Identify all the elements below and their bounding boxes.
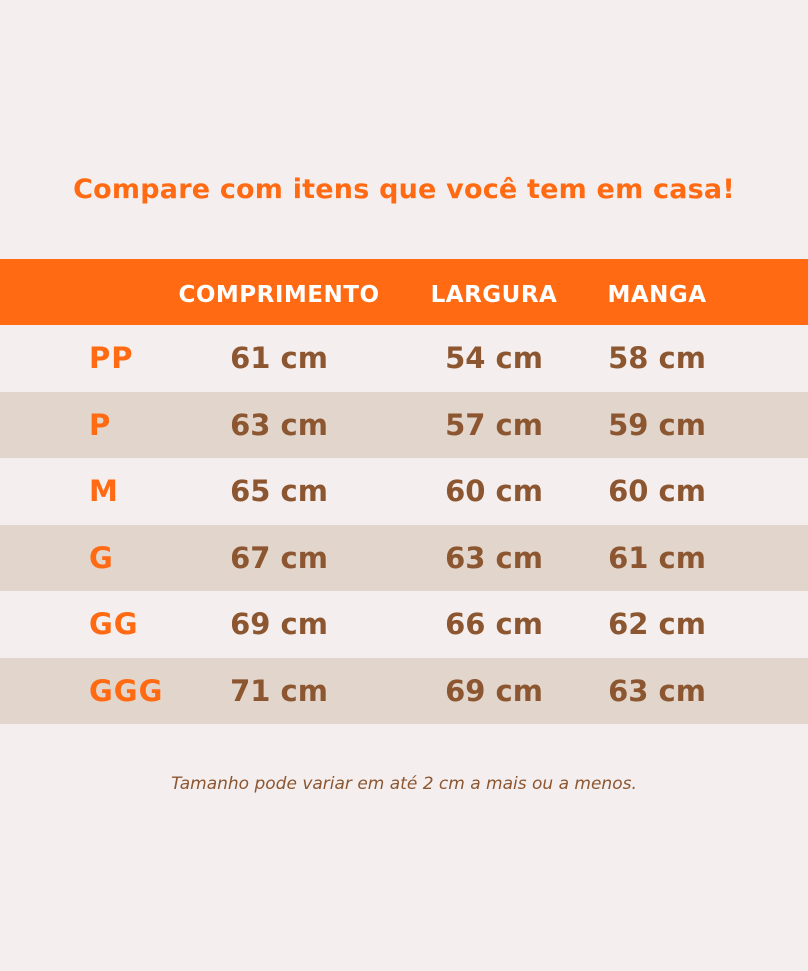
table-row: PP 61 cm 54 cm 58 cm <box>0 325 808 392</box>
table-header: COMPRIMENTO LARGURA MANGA <box>0 259 808 325</box>
comprimento-value: 61 cm <box>230 341 328 376</box>
largura-value: 63 cm <box>445 540 543 575</box>
manga-value: 59 cm <box>608 407 706 442</box>
comprimento-value: 67 cm <box>230 540 328 575</box>
size-variation-note: Tamanho pode variar em até 2 cm a mais o… <box>171 774 637 794</box>
largura-value: 57 cm <box>445 407 543 442</box>
size-label: P <box>89 407 112 442</box>
size-label: GG <box>89 607 139 642</box>
manga-value: 58 cm <box>608 341 706 376</box>
header-manga: MANGA <box>607 282 707 308</box>
header-largura: LARGURA <box>430 282 558 308</box>
largura-value: 66 cm <box>445 607 543 642</box>
size-table: COMPRIMENTO LARGURA MANGA PP 61 cm 54 cm… <box>0 259 808 724</box>
table-row: M 65 cm 60 cm 60 cm <box>0 458 808 525</box>
size-label: GGG <box>89 673 164 708</box>
table-row: GGG 71 cm 69 cm 63 cm <box>0 657 808 724</box>
page-title: Compare com itens que você tem em casa! <box>73 174 735 205</box>
table-row: G 67 cm 63 cm 61 cm <box>0 524 808 591</box>
manga-value: 62 cm <box>608 607 706 642</box>
size-label: M <box>89 474 119 509</box>
largura-value: 60 cm <box>445 474 543 509</box>
largura-value: 69 cm <box>445 673 543 708</box>
table-row: GG 69 cm 66 cm 62 cm <box>0 591 808 658</box>
table-row: P 63 cm 57 cm 59 cm <box>0 391 808 458</box>
comprimento-value: 63 cm <box>230 407 328 442</box>
header-comprimento: COMPRIMENTO <box>178 282 380 308</box>
comprimento-value: 71 cm <box>230 673 328 708</box>
comprimento-value: 65 cm <box>230 474 328 509</box>
manga-value: 61 cm <box>608 540 706 575</box>
size-label: G <box>89 540 114 575</box>
comprimento-value: 69 cm <box>230 607 328 642</box>
size-label: PP <box>89 341 134 376</box>
largura-value: 54 cm <box>445 341 543 376</box>
manga-value: 63 cm <box>608 673 706 708</box>
manga-value: 60 cm <box>608 474 706 509</box>
